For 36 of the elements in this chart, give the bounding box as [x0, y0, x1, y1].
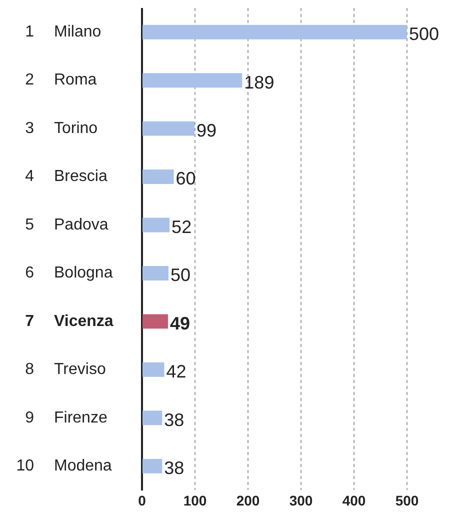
category-label: 9 Firenze [25, 409, 108, 426]
data-label: 50 [170, 265, 191, 286]
data-label: 99 [196, 120, 216, 141]
bar [142, 170, 174, 184]
x-tick-label: 300 [289, 492, 313, 508]
category-label: 10 Modena [16, 457, 112, 474]
x-tick-label: 100 [183, 492, 207, 508]
category-label: 3 Torino [25, 120, 98, 137]
x-tick-label: 200 [236, 492, 260, 508]
bar [142, 24, 407, 40]
bar [142, 362, 164, 377]
bar [142, 458, 162, 474]
bar [142, 410, 162, 426]
category-label: 4 Brescia [25, 168, 108, 186]
bar [142, 218, 170, 232]
data-label: 60 [176, 168, 196, 189]
category-label: 7 Vicenza [25, 312, 114, 330]
data-label: 49 [170, 313, 190, 334]
data-label: 52 [172, 216, 192, 237]
category-label: 5 Padova [25, 216, 108, 234]
data-label: 38 [164, 410, 184, 430]
category-label: 2 Roma [25, 72, 97, 89]
data-label: 500 [409, 24, 440, 44]
x-tick-label: 500 [395, 492, 419, 508]
x-tick-label: 0 [138, 492, 146, 508]
category-label: 6 Bologna [25, 264, 113, 282]
bar [142, 121, 194, 136]
bar [142, 73, 242, 88]
x-tick-label: 400 [342, 492, 366, 508]
data-label: 189 [244, 72, 274, 92]
bar [142, 266, 168, 280]
category-label: 1 Milano [25, 24, 102, 41]
data-label: 38 [164, 458, 184, 478]
bar [142, 314, 168, 329]
category-label: 8 Treviso [25, 361, 106, 378]
data-label: 42 [166, 362, 186, 382]
